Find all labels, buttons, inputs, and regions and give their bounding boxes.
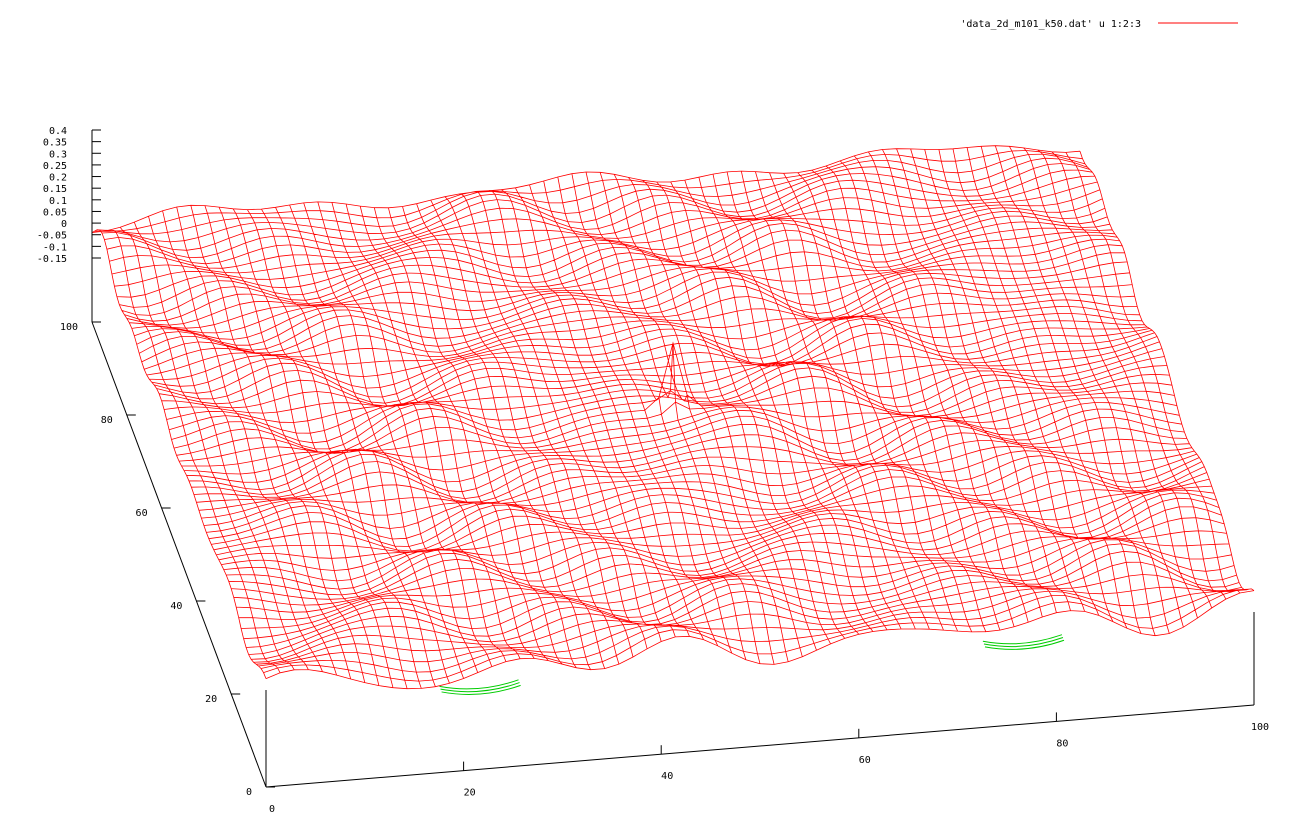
z-tick-label-1: 0.35 — [43, 138, 67, 149]
z-tick-label-5: 0.15 — [43, 184, 67, 195]
x-axis-line — [265, 704, 1255, 788]
y-tick-label-1: 20 — [205, 694, 217, 705]
underside-patch-0 — [439, 679, 521, 695]
surface-series — [91, 145, 1255, 690]
axes: 0204060801000204060801000.40.350.30.250.… — [37, 126, 1269, 815]
x-tick-label-1: 20 — [464, 788, 476, 799]
y-tick-label-4: 80 — [101, 415, 113, 426]
x-tick-label-5: 100 — [1251, 722, 1269, 733]
z-tick-label-8: 0 — [61, 219, 67, 230]
y-axis-line — [91, 321, 267, 788]
surface-mesh — [91, 145, 1255, 695]
z-tick-label-10: -0.1 — [43, 242, 67, 253]
x-tick-label-2: 40 — [661, 771, 673, 782]
z-tick-label-3: 0.25 — [43, 161, 67, 172]
underside-patch-1 — [982, 634, 1065, 650]
z-tick-label-4: 0.2 — [49, 173, 67, 184]
legend: 'data_2d_m101_k50.dat' u 1:2:3 — [960, 19, 1238, 30]
z-tick-label-9: -0.05 — [37, 231, 67, 242]
y-tick-label-3: 60 — [136, 508, 148, 519]
y-tick-label-5: 100 — [60, 322, 78, 333]
z-tick-label-7: 0.05 — [43, 207, 67, 218]
legend-label: 'data_2d_m101_k50.dat' u 1:2:3 — [960, 19, 1141, 30]
z-tick-label-6: 0.1 — [49, 196, 67, 207]
y-tick-label-0: 0 — [246, 787, 252, 798]
x-tick-label-0: 0 — [269, 804, 275, 815]
x-tick-label-3: 60 — [859, 755, 871, 766]
y-tick-label-2: 40 — [170, 601, 182, 612]
z-tick-label-2: 0.3 — [49, 149, 67, 160]
x-tick-label-4: 80 — [1056, 738, 1068, 749]
z-tick-label-11: -0.15 — [37, 254, 67, 265]
z-tick-label-0: 0.4 — [49, 126, 67, 137]
